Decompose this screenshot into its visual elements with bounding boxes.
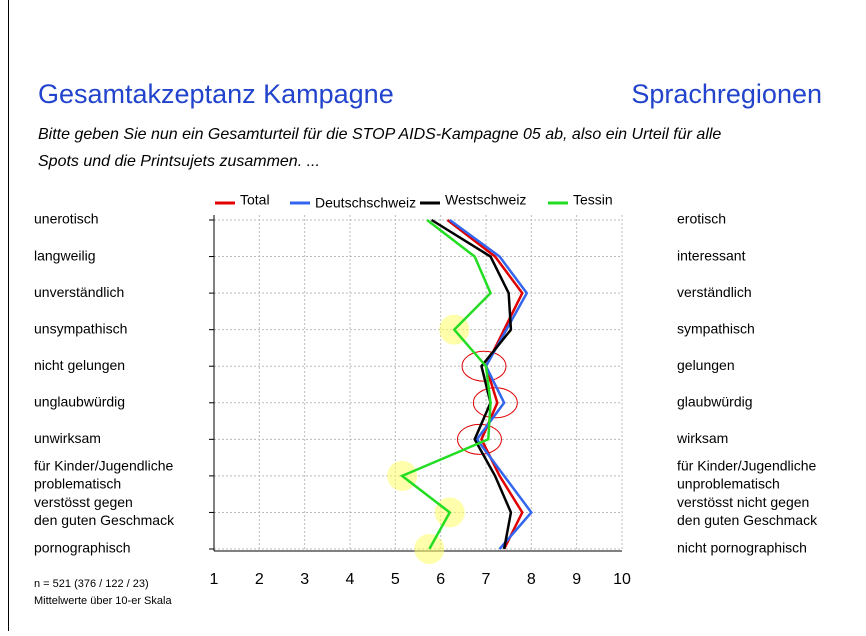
row-label: den guten Geschmack [677,512,818,528]
row-label: gelungen [677,357,735,373]
row-label: verstösst nicht gegen [677,494,809,510]
legend-label: Westschweiz [445,192,526,208]
x-tick-label: 2 [255,571,264,588]
x-tick-label: 5 [391,571,400,588]
row-label: nicht gelungen [34,357,125,373]
row-label: für Kinder/Jugendliche [34,458,174,474]
x-tick-label: 6 [436,571,445,588]
footnote: Mittelwerte über 10-er Skala [34,595,172,607]
subtitle: Bitte geben Sie nun ein Gesamturteil für… [38,126,721,143]
x-tick-label: 10 [613,571,631,588]
row-label: unproblematisch [677,476,780,492]
title: Gesamtakzeptanz Kampagne [38,79,394,109]
x-tick-label: 8 [527,571,536,588]
row-label: erotisch [677,211,726,227]
legend-label: Deutschschweiz [315,195,416,211]
legend-label: Tessin [573,192,613,208]
row-label: verständlich [677,284,752,300]
row-label: unglaubwürdig [34,393,125,409]
x-tick-label: 7 [482,571,491,588]
row-label: unverständlich [34,284,124,300]
row-label: unwirksam [34,430,101,446]
subtitle: Spots und die Printsujets zusammen. ... [38,153,320,170]
x-tick-label: 3 [300,571,309,588]
row-label: langweilig [34,247,95,263]
legend-label: Total [240,192,270,208]
row-label: für Kinder/Jugendliche [677,458,817,474]
row-label: den guten Geschmack [34,512,175,528]
row-label: sympathisch [677,320,755,336]
x-tick-label: 4 [346,571,355,588]
row-label: interessant [677,247,746,263]
row-label: problematisch [34,476,121,492]
x-tick-label: 9 [572,571,581,588]
row-label: unerotisch [34,211,99,227]
footnote: n = 521 (376 / 122 / 23) [34,578,149,590]
row-label: glaubwürdig [677,393,753,409]
row-label: pornographisch [34,540,131,556]
row-label: unsympathisch [34,320,127,336]
row-label: nicht pornographisch [677,540,807,556]
region: Sprachregionen [631,79,822,109]
x-tick-label: 1 [210,571,219,588]
row-label: verstösst gegen [34,494,133,510]
row-label: wirksam [676,430,728,446]
